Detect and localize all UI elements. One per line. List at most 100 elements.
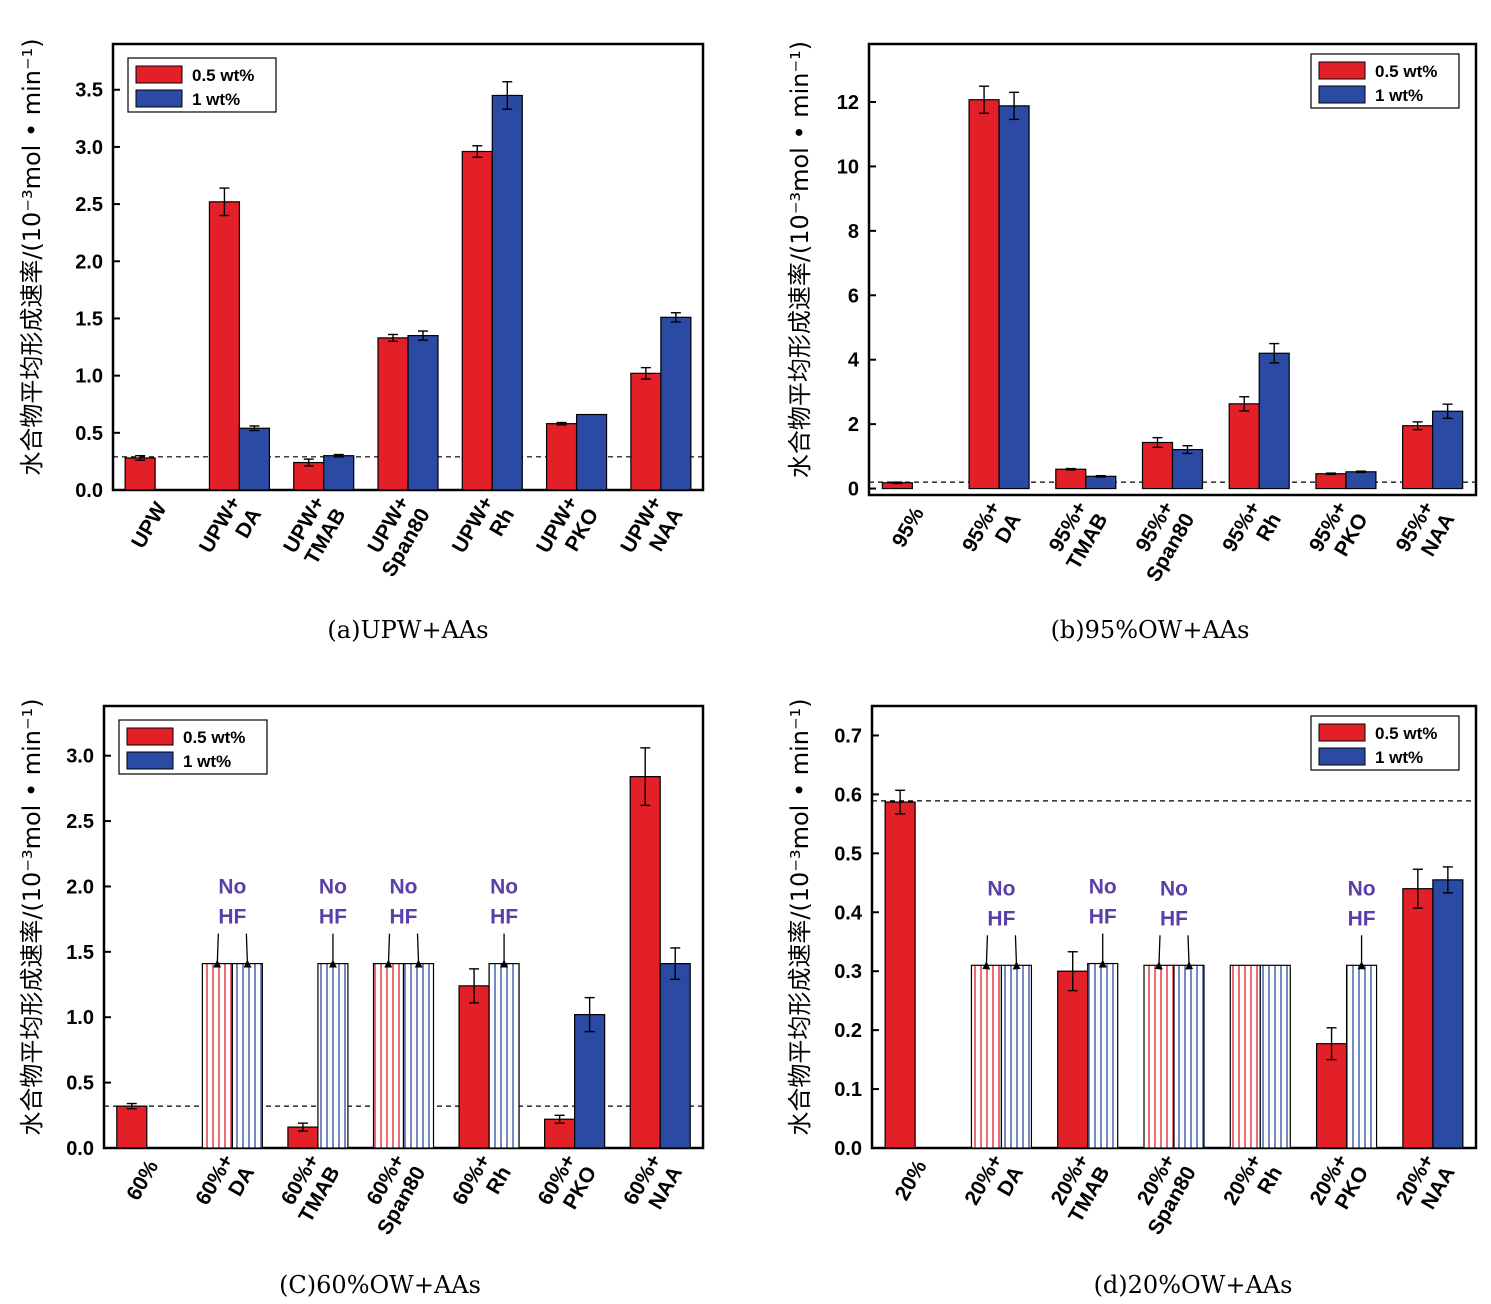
annotation-arrow bbox=[1012, 935, 1021, 970]
bar-no-hf bbox=[372, 963, 405, 1149]
y-tick-label: 10 bbox=[837, 156, 859, 178]
legend: 0.5 wt% 1 wt% bbox=[118, 719, 268, 775]
legend-label: 0.5 wt% bbox=[183, 728, 245, 747]
y-tick-label: 0 bbox=[848, 479, 859, 501]
bar-no-hf bbox=[1259, 964, 1291, 1149]
bar bbox=[545, 423, 578, 491]
y-tick-label: 4 bbox=[848, 350, 860, 372]
x-category-label: 20%+PKO bbox=[1306, 1151, 1374, 1214]
bar bbox=[1228, 403, 1260, 490]
bar bbox=[377, 337, 409, 491]
legend-swatch bbox=[135, 89, 183, 108]
bar bbox=[208, 201, 241, 491]
x-category-label: 95% bbox=[888, 503, 929, 551]
x-category-label: 95%+Rh bbox=[1218, 498, 1286, 557]
no-hf-annotation-line2: HF bbox=[1089, 906, 1117, 929]
bar-no-hf bbox=[1087, 962, 1119, 1149]
x-category-label: 20%+Span80 bbox=[1133, 1151, 1201, 1239]
bar-no-hf bbox=[1143, 964, 1175, 1149]
bar bbox=[659, 963, 691, 1149]
bar bbox=[1171, 448, 1204, 490]
legend-swatch bbox=[1318, 723, 1366, 742]
bar bbox=[630, 372, 662, 491]
legend-swatch bbox=[1318, 747, 1366, 766]
bar bbox=[884, 801, 916, 1149]
y-tick-label: 0.3 bbox=[834, 961, 862, 983]
bar bbox=[1055, 468, 1087, 490]
no-hf-annotation-line1: No bbox=[390, 876, 418, 899]
chart-panel-3: 0.0 0.5 1.0 1.5 2.0 2.5 3.0 水合物平均形成速率/(10⁻³mol … bbox=[18, 698, 705, 1299]
bar bbox=[323, 455, 355, 491]
legend-swatch bbox=[135, 65, 183, 84]
bar bbox=[575, 413, 608, 491]
bar-no-hf bbox=[970, 964, 1003, 1149]
y-axis-label: 水合物平均形成速率/(10⁻³mol • min⁻¹) bbox=[18, 698, 46, 1135]
y-tick-label: 1.5 bbox=[66, 942, 94, 964]
y-tick-label: 3.0 bbox=[66, 746, 94, 768]
panel-caption: (a)UPW+AAs bbox=[327, 616, 488, 644]
annotation-arrow bbox=[213, 933, 222, 968]
x-category-label: 20%+Rh bbox=[1219, 1151, 1287, 1210]
y-tick-label: 3.5 bbox=[75, 80, 103, 102]
bar-no-hf bbox=[402, 963, 435, 1149]
bar bbox=[1315, 1043, 1348, 1149]
panel-caption: (C)60%OW+AAs bbox=[279, 1271, 481, 1299]
bar bbox=[407, 335, 439, 491]
bar bbox=[629, 776, 661, 1149]
bar-no-hf bbox=[1000, 964, 1033, 1149]
x-category-label: 95%+NAA bbox=[1392, 498, 1460, 561]
x-category-label: 60%+DA bbox=[191, 1151, 259, 1210]
chart-panel-4: 0.0 0.1 0.2 0.3 0.4 0.5 0.6 0.7 水合物平均形成速率/(10⁻³m… bbox=[786, 698, 1478, 1299]
no-hf-annotation-line2: HF bbox=[987, 907, 1015, 930]
x-category-label: 60%+PKO bbox=[534, 1151, 602, 1214]
bar-no-hf bbox=[317, 963, 349, 1149]
y-tick-label: 0.0 bbox=[66, 1138, 94, 1160]
bar bbox=[238, 427, 271, 491]
annotation-arrow bbox=[414, 933, 423, 968]
legend-label: 1 wt% bbox=[1375, 748, 1423, 767]
y-tick-label: 0.5 bbox=[75, 423, 103, 445]
bar bbox=[461, 150, 493, 491]
y-tick-label: 8 bbox=[848, 221, 859, 243]
x-category-label: UPW+NAA bbox=[616, 493, 687, 558]
y-tick-label: 0.6 bbox=[834, 784, 862, 806]
y-axis-label: 水合物平均形成速率/(10⁻³mol • min⁻¹) bbox=[18, 38, 46, 475]
legend-label: 0.5 wt% bbox=[1375, 62, 1437, 81]
y-tick-label: 0.5 bbox=[834, 843, 862, 865]
x-category-label: 60%+NAA bbox=[619, 1151, 687, 1214]
y-tick-label: 3.0 bbox=[75, 137, 103, 159]
bar bbox=[491, 94, 523, 491]
y-tick-label: 0.0 bbox=[834, 1138, 862, 1160]
x-category-label: 20%+TMAB bbox=[1047, 1151, 1115, 1227]
x-category-label: 20%+NAA bbox=[1392, 1151, 1460, 1214]
legend-label: 1 wt% bbox=[1375, 86, 1423, 105]
bar bbox=[1345, 471, 1377, 490]
chart-panel-2: 0 2 4 6 8 10 12 水合物平均形成速率/(10⁻³mol • min⁻¹) 95% 9… bbox=[786, 41, 1478, 644]
x-category-label: 60%+TMAB bbox=[277, 1151, 345, 1227]
legend-swatch bbox=[1318, 85, 1366, 104]
no-hf-annotation-line2: HF bbox=[390, 906, 418, 929]
y-tick-label: 0.2 bbox=[834, 1020, 862, 1042]
bar bbox=[1315, 473, 1347, 490]
no-hf-annotation-line1: No bbox=[1160, 877, 1188, 900]
bar bbox=[968, 99, 1000, 490]
x-category-label: 95%+Span80 bbox=[1131, 498, 1199, 586]
annotation-arrow bbox=[243, 933, 252, 968]
bar-no-hf bbox=[1229, 964, 1261, 1149]
legend-swatch bbox=[1318, 61, 1366, 80]
bar bbox=[458, 985, 490, 1149]
bar bbox=[1258, 352, 1290, 490]
x-category-text: 60% bbox=[122, 1156, 163, 1204]
y-tick-label: 1.5 bbox=[75, 308, 103, 330]
x-category-text: 20% bbox=[891, 1156, 932, 1204]
y-tick-label: 1.0 bbox=[66, 1007, 94, 1029]
x-category-label: UPW+Rh bbox=[448, 493, 519, 558]
bar bbox=[1057, 970, 1089, 1149]
legend: 0.5 wt% 1 wt% bbox=[127, 57, 277, 113]
x-category-label: UPW+TMAB bbox=[279, 493, 350, 569]
bar bbox=[1141, 441, 1174, 490]
bar-no-hf bbox=[1345, 964, 1378, 1149]
panel-caption: (b)95%OW+AAs bbox=[1051, 616, 1250, 644]
chart-panel-1: 0.0 0.5 1.0 1.5 2.0 2.5 3.0 3.5 水合物平均形成速率/(10⁻³m… bbox=[18, 38, 705, 644]
